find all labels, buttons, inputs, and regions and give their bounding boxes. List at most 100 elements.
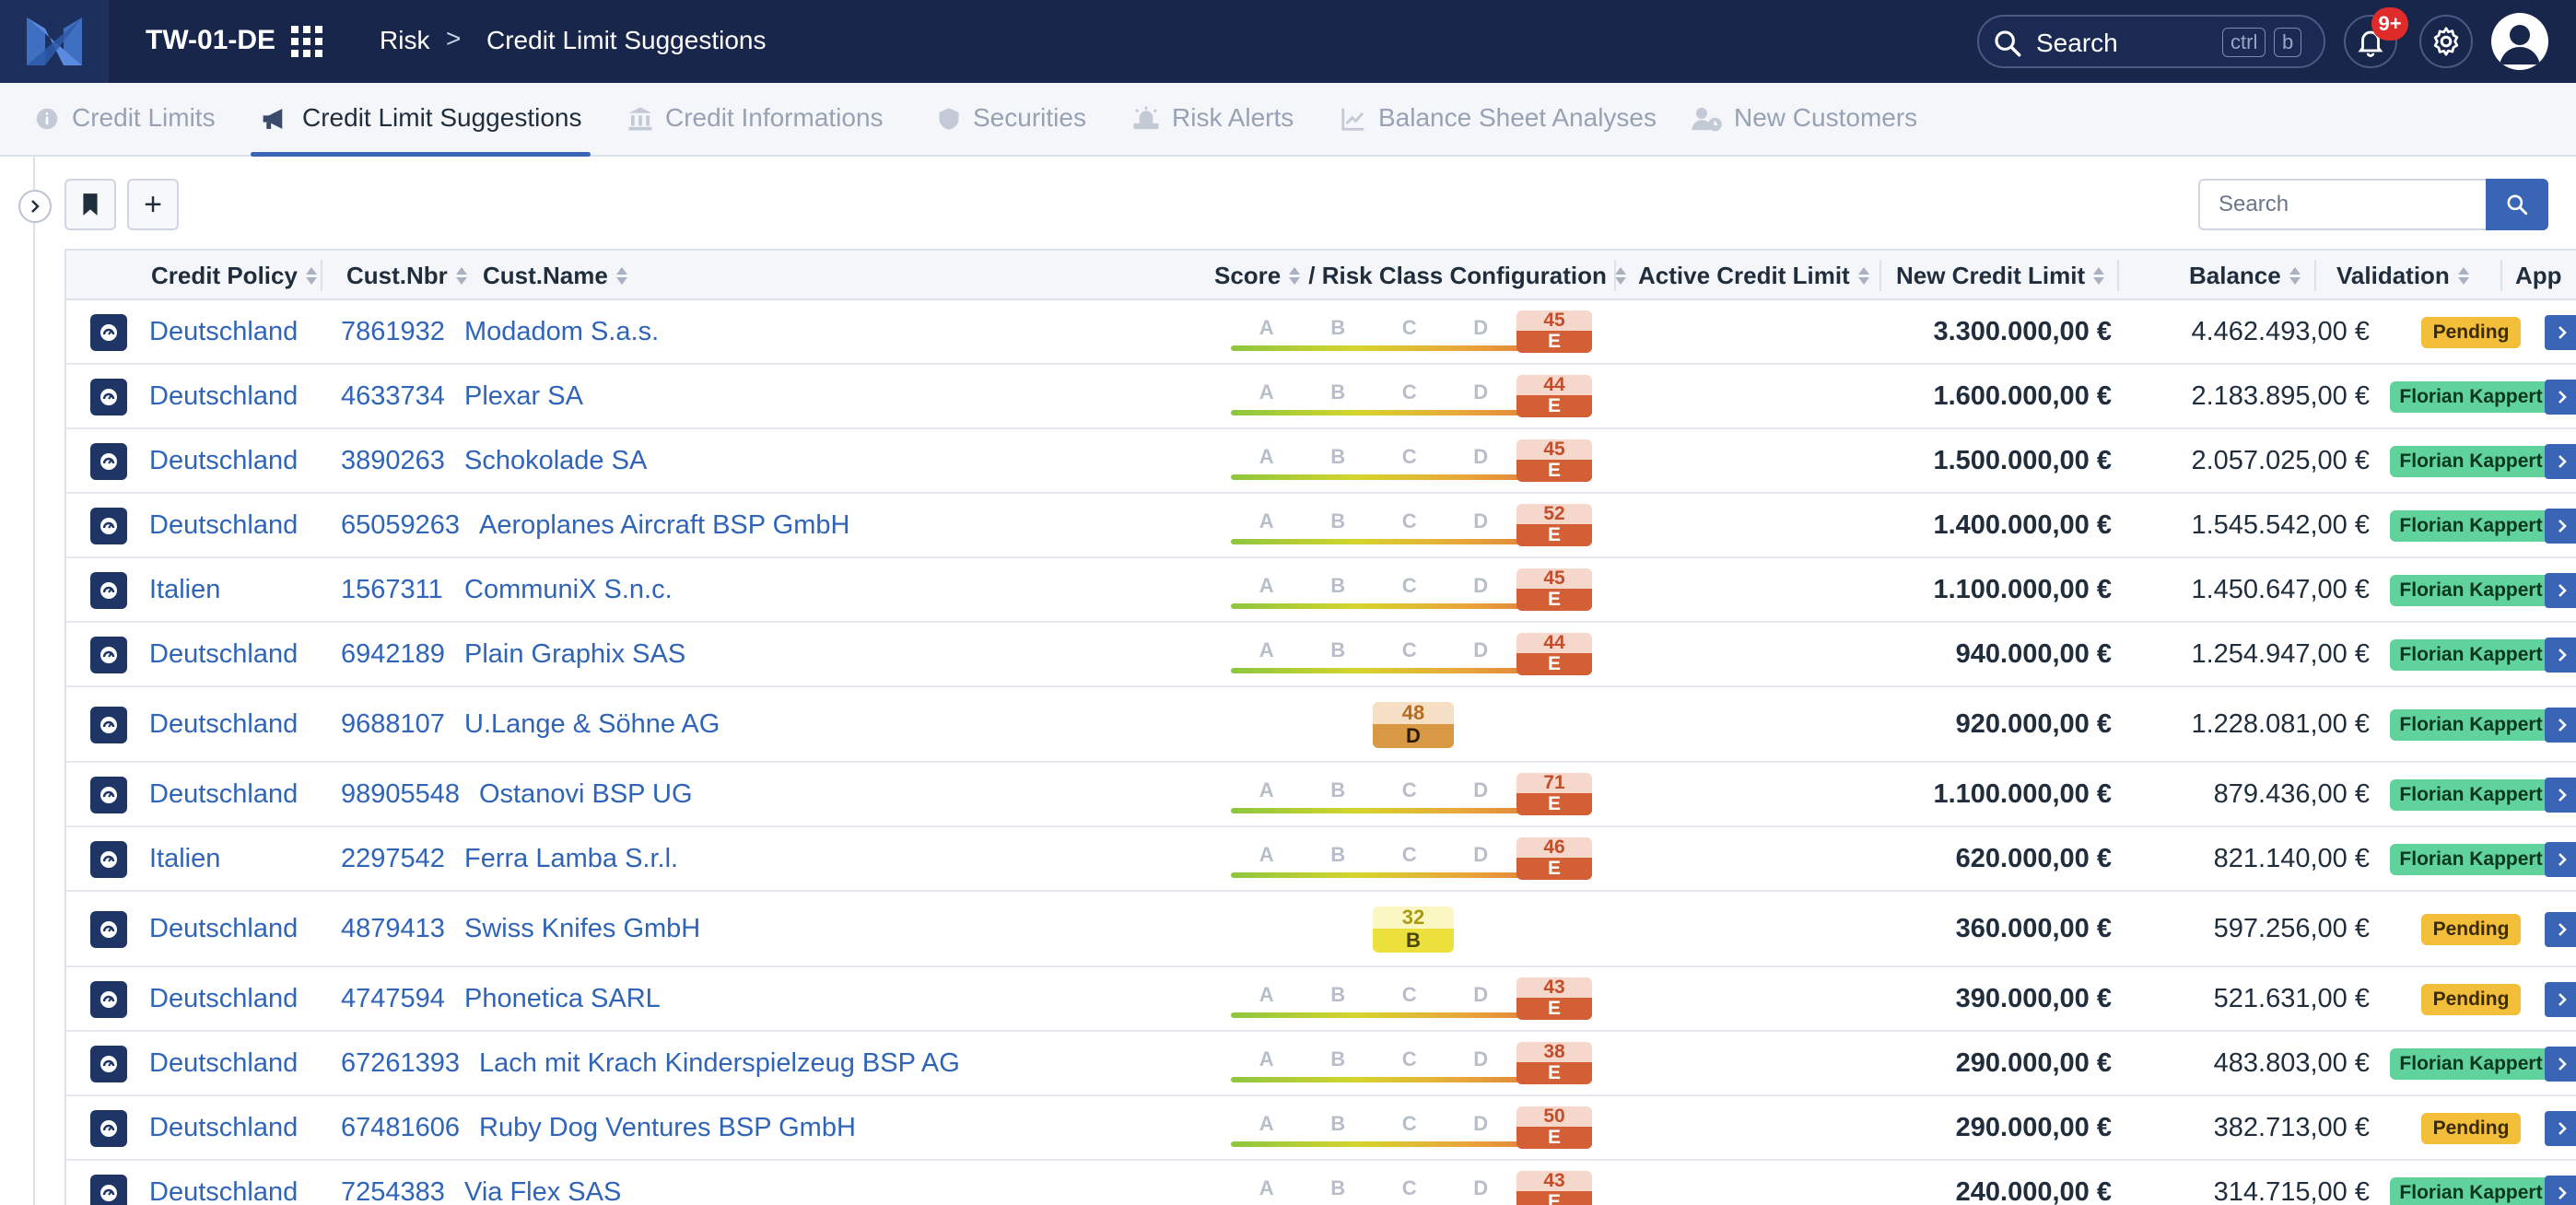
column-validation[interactable]: Validation <box>2336 262 2470 290</box>
customer-name-link[interactable]: Ruby Dog Ventures BSP GmbH <box>479 1113 856 1142</box>
validation-status-badge[interactable]: Florian Kappert <box>2390 779 2552 811</box>
credit-policy-link[interactable]: Deutschland <box>149 1177 299 1205</box>
row-detail-button[interactable] <box>90 379 127 415</box>
customer-name-link[interactable]: Aeroplanes Aircraft BSP GmbH <box>479 510 850 540</box>
customer-name-link[interactable]: Schokolade SA <box>464 446 648 475</box>
column-active-credit-limit[interactable]: Active Credit Limit <box>1638 262 1870 290</box>
row-detail-button[interactable] <box>90 1046 127 1082</box>
customer-number-link[interactable]: 7254383 <box>341 1177 445 1205</box>
validation-status-badge[interactable]: Florian Kappert <box>2390 381 2552 413</box>
column-approval[interactable]: App <box>2515 262 2562 290</box>
settings-button[interactable] <box>2419 15 2473 68</box>
credit-policy-link[interactable]: Deutschland <box>149 709 299 739</box>
column-balance[interactable]: Balance <box>2189 262 2301 290</box>
credit-policy-link[interactable]: Deutschland <box>149 317 299 346</box>
sort-icon[interactable] <box>2092 266 2105 287</box>
sort-icon[interactable] <box>455 266 468 287</box>
open-row-button[interactable] <box>2545 573 2576 608</box>
sort-icon[interactable] <box>1857 266 1870 287</box>
tab-credit-limit-suggestions[interactable]: Credit Limit Suggestions <box>250 103 591 157</box>
row-detail-button[interactable] <box>90 1110 127 1147</box>
table-row[interactable]: Deutschland 9688107 U.Lange & Söhne AG 48 D 9… <box>66 687 2576 763</box>
table-search-input[interactable] <box>2198 179 2486 230</box>
customer-number-link[interactable]: 6942189 <box>341 639 445 669</box>
table-row[interactable]: Italien 2297542 Ferra Lamba S.r.l. A B C D 46 E 6… <box>66 827 2576 892</box>
row-detail-button[interactable] <box>90 981 127 1018</box>
validation-status-badge[interactable]: Florian Kappert <box>2390 844 2552 875</box>
customer-name-link[interactable]: Via Flex SAS <box>464 1177 622 1205</box>
company-code[interactable]: TW-01-DE <box>146 25 276 55</box>
open-row-button[interactable] <box>2545 708 2576 743</box>
open-row-button[interactable] <box>2545 380 2576 415</box>
row-detail-button[interactable] <box>90 707 127 743</box>
column-cust-nbr[interactable]: Cust.Nbr <box>346 262 468 290</box>
open-row-button[interactable] <box>2545 1047 2576 1082</box>
table-row[interactable]: Deutschland 6942189 Plain Graphix SAS A B C D 4… <box>66 623 2576 687</box>
table-row[interactable]: Deutschland 7254383 Via Flex SAS A B C D 43 E 240… <box>66 1161 2576 1205</box>
open-row-button[interactable] <box>2545 842 2576 877</box>
table-row[interactable]: Deutschland 4747594 Phonetica SARL A B C D 43 E 3… <box>66 967 2576 1032</box>
customer-name-link[interactable]: U.Lange & Söhne AG <box>464 709 720 739</box>
credit-policy-link[interactable]: Deutschland <box>149 1113 299 1142</box>
open-row-button[interactable] <box>2545 912 2576 947</box>
sort-icon[interactable] <box>1614 266 1627 287</box>
customer-number-link[interactable]: 4633734 <box>341 381 445 411</box>
customer-name-link[interactable]: Ostanovi BSP UG <box>479 779 693 809</box>
add-button[interactable]: + <box>127 179 179 230</box>
open-row-button[interactable] <box>2545 509 2576 544</box>
table-row[interactable]: Deutschland 67261393 Lach mit Krach Kinder… <box>66 1032 2576 1096</box>
open-row-button[interactable] <box>2545 315 2576 350</box>
apps-grid-icon[interactable] <box>291 26 322 57</box>
customer-number-link[interactable]: 67481606 <box>341 1113 461 1142</box>
tab-credit-limits[interactable]: Credit Limits <box>33 103 216 157</box>
customer-number-link[interactable]: 67261393 <box>341 1048 461 1078</box>
sort-icon[interactable] <box>615 266 628 287</box>
validation-status-badge[interactable]: Pending <box>2421 914 2521 945</box>
credit-policy-link[interactable]: Deutschland <box>149 914 299 943</box>
column-cust-name[interactable]: Cust.Name <box>483 262 628 290</box>
credit-policy-link[interactable]: Deutschland <box>149 446 299 475</box>
validation-status-badge[interactable]: Florian Kappert <box>2390 446 2552 477</box>
customer-name-link[interactable]: Swiss Knifes GmbH <box>464 914 701 943</box>
row-detail-button[interactable] <box>90 443 127 480</box>
bookmark-button[interactable] <box>64 179 116 230</box>
sort-icon[interactable] <box>305 266 318 287</box>
credit-policy-link[interactable]: Italien <box>149 575 221 604</box>
breadcrumb-risk[interactable]: Risk <box>380 26 430 54</box>
table-row[interactable]: Deutschland 65059263 Aeroplanes Aircraft B… <box>66 494 2576 558</box>
validation-status-badge[interactable]: Florian Kappert <box>2390 510 2552 542</box>
sort-icon[interactable] <box>2457 266 2470 287</box>
credit-policy-link[interactable]: Deutschland <box>149 639 299 669</box>
customer-number-link[interactable]: 1567311 <box>341 575 443 604</box>
credit-policy-link[interactable]: Deutschland <box>149 510 299 540</box>
customer-number-link[interactable]: 3890263 <box>341 446 445 475</box>
credit-policy-link[interactable]: Deutschland <box>149 984 299 1013</box>
column-new-credit-limit[interactable]: New Credit Limit <box>1896 262 2105 290</box>
row-detail-button[interactable] <box>90 637 127 673</box>
validation-status-badge[interactable]: Pending <box>2421 984 2521 1015</box>
customer-name-link[interactable]: Ferra Lamba S.r.l. <box>464 844 679 873</box>
open-row-button[interactable] <box>2545 1111 2576 1146</box>
table-row[interactable]: Deutschland 7861932 Modadom S.a.s. A B C D 45 E 3… <box>66 300 2576 365</box>
side-panel-toggle[interactable] <box>18 190 52 223</box>
customer-number-link[interactable]: 7861932 <box>341 317 445 346</box>
validation-status-badge[interactable]: Florian Kappert <box>2390 639 2552 671</box>
logo[interactable] <box>0 0 109 83</box>
open-row-button[interactable] <box>2545 638 2576 673</box>
row-detail-button[interactable] <box>90 777 127 813</box>
row-detail-button[interactable] <box>90 314 127 351</box>
customer-number-link[interactable]: 98905548 <box>341 779 461 809</box>
validation-status-badge[interactable]: Florian Kappert <box>2390 1048 2552 1080</box>
tab-securities[interactable]: Securities <box>936 103 1086 157</box>
customer-name-link[interactable]: Phonetica SARL <box>464 984 661 1013</box>
customer-number-link[interactable]: 9688107 <box>341 709 445 739</box>
row-detail-button[interactable] <box>90 841 127 878</box>
row-detail-button[interactable] <box>90 572 127 609</box>
table-row[interactable]: Deutschland 67481606 Ruby Dog Ventures BSP… <box>66 1096 2576 1161</box>
validation-status-badge[interactable]: Florian Kappert <box>2390 709 2552 741</box>
customer-name-link[interactable]: Lach mit Krach Kinderspielzeug BSP AG <box>479 1048 960 1078</box>
customer-name-link[interactable]: Plain Graphix SAS <box>464 639 686 669</box>
global-search[interactable]: Search ctrl b <box>1977 15 2325 68</box>
credit-policy-link[interactable]: Italien <box>149 844 221 873</box>
customer-number-link[interactable]: 4879413 <box>341 914 445 943</box>
